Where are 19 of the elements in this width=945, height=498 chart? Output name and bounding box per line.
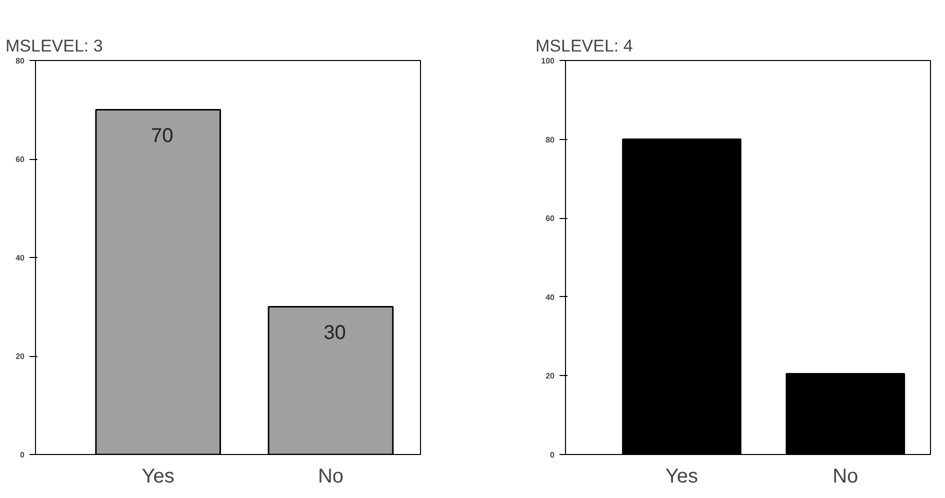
y-tick-label: 0 [20, 450, 26, 460]
x-tick-label: No [832, 466, 858, 488]
data-label: 70 [150, 124, 174, 147]
y-tick-label: 60 [16, 155, 26, 164]
y-tick-label: 20 [16, 352, 26, 361]
x-tick-label: Yes [665, 466, 698, 488]
y-tick-label: 80 [546, 135, 556, 144]
x-tick-label: No [318, 466, 344, 488]
y-tick-label: 80 [16, 56, 26, 66]
chart-title: MSLEVEL: 3 [6, 36, 103, 56]
x-tick-label: Yes [142, 466, 174, 488]
data-label: 30 [324, 322, 346, 344]
y-tick-label: 40 [546, 292, 556, 302]
y-tick-label: 40 [16, 254, 26, 262]
y-tick-label: 0 [550, 450, 556, 460]
y-tick-label: 100 [541, 56, 556, 66]
y-tick-label: 60 [546, 214, 556, 224]
chart-title: MSLEVEL: 4 [536, 36, 633, 56]
y-tick-label: 20 [546, 372, 556, 381]
